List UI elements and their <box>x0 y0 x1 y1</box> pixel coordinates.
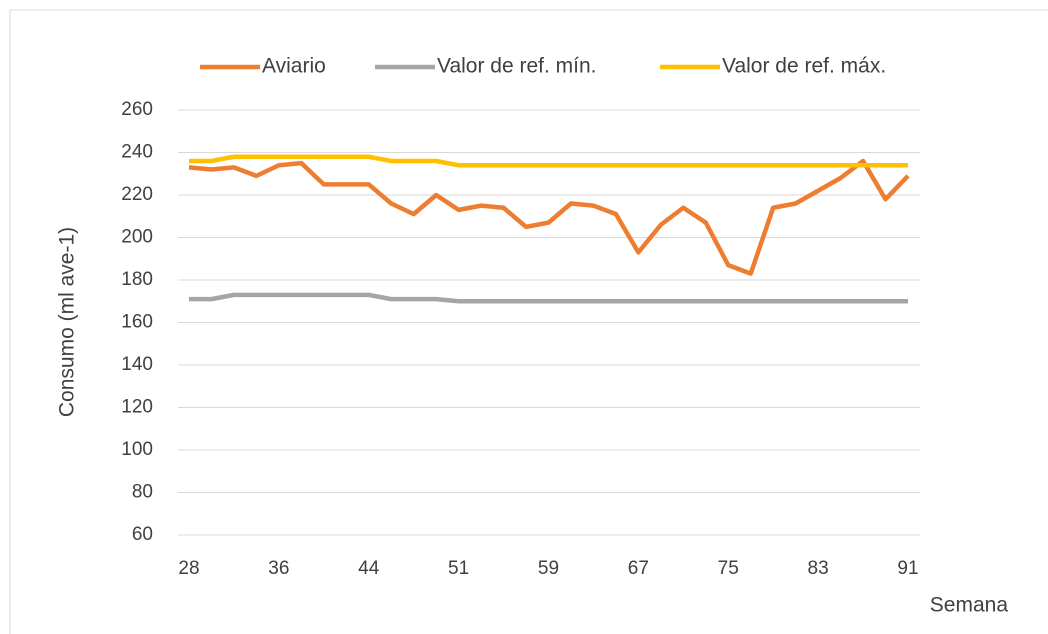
legend-label: Valor de ref. máx. <box>722 55 886 78</box>
y-tick-label: 200 <box>121 227 153 248</box>
y-tick-label: 180 <box>121 269 153 290</box>
series-line <box>189 154 908 168</box>
y-tick-label: 240 <box>121 142 153 163</box>
x-tick-label: 51 <box>448 558 469 579</box>
y-tick-label: 140 <box>121 354 153 375</box>
x-tick-label: 91 <box>897 558 918 579</box>
x-tick-label: 75 <box>718 558 739 579</box>
legend-label: Aviario <box>262 55 326 78</box>
x-axis-title: Semana <box>930 594 1009 617</box>
y-tick-label: 220 <box>121 184 153 205</box>
y-tick-label: 160 <box>121 312 153 333</box>
legend-label: Valor de ref. mín. <box>437 55 597 78</box>
x-tick-label: 44 <box>358 558 380 579</box>
x-tick-label: 67 <box>628 558 649 579</box>
y-tick-label: 100 <box>121 439 153 460</box>
y-axis-title: Consumo (ml ave-1) <box>56 227 79 417</box>
y-tick-label: 120 <box>121 397 153 418</box>
y-tick-label: 60 <box>132 524 153 545</box>
series-line <box>189 292 908 304</box>
x-tick-label: 36 <box>268 558 289 579</box>
x-tick-label: 59 <box>538 558 559 579</box>
x-tick-label: 28 <box>178 558 199 579</box>
series-line <box>188 158 910 276</box>
x-tick-label: 83 <box>808 558 829 579</box>
y-tick-label: 80 <box>132 482 153 503</box>
y-tick-label: 260 <box>121 99 153 120</box>
